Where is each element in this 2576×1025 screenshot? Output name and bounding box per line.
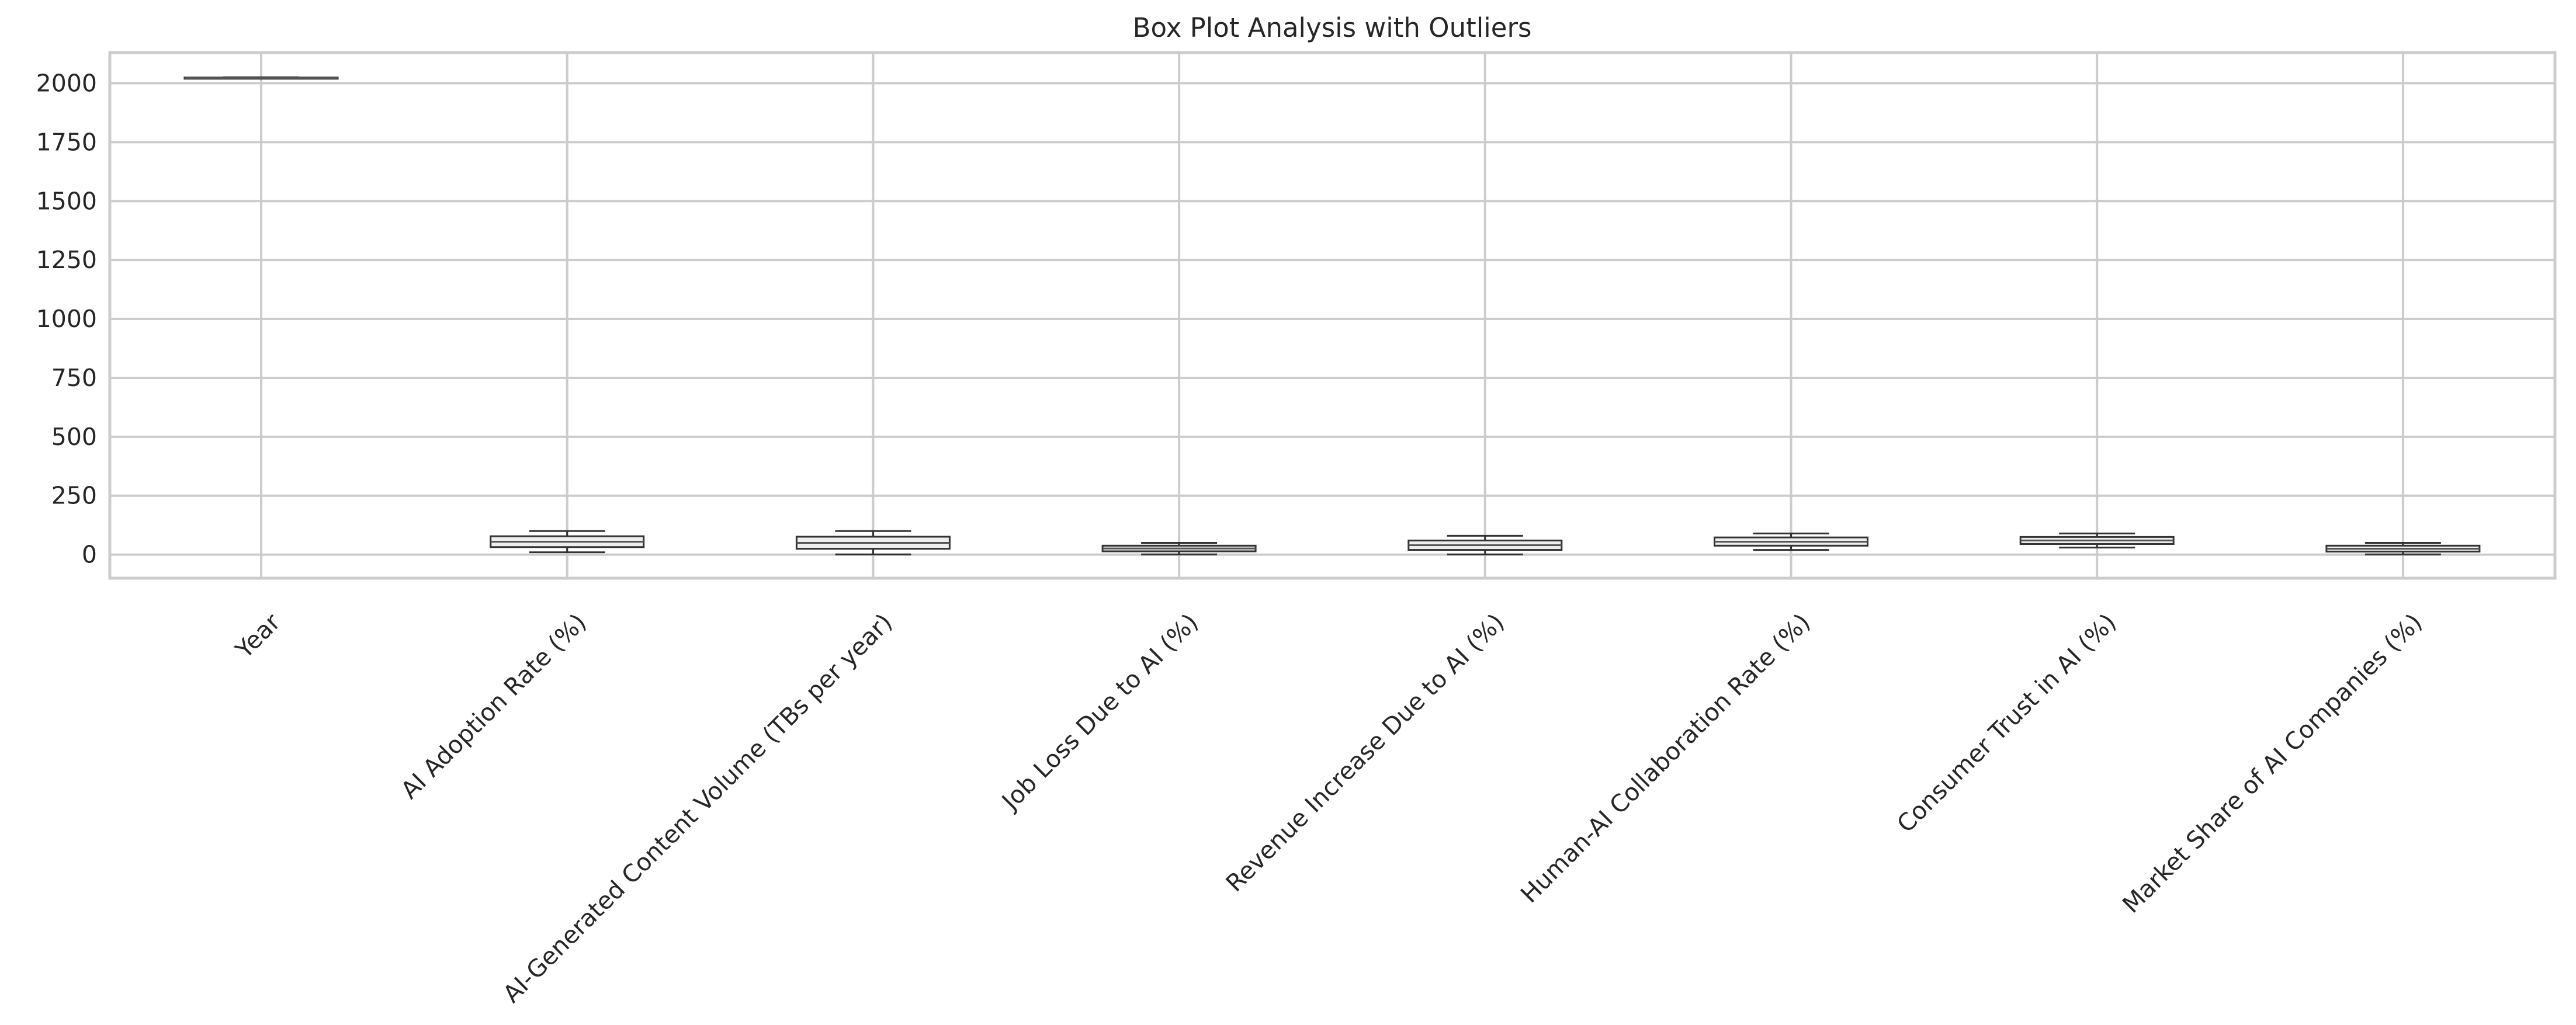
box-1 (490, 530, 645, 554)
y-tick-label: 250 (51, 482, 97, 510)
box-series (183, 76, 2481, 555)
y-tick-label: 1750 (36, 128, 97, 156)
box-7 (2325, 541, 2481, 555)
x-tick-label: AI Adoption Rate (%) (396, 608, 592, 804)
x-tick-label: Job Loss Due to AI (%) (996, 608, 1204, 816)
plot-area-frame (108, 51, 2557, 580)
grid-lines (110, 53, 2555, 578)
y-tick-label: 750 (51, 364, 97, 392)
y-tick-label: 500 (51, 423, 97, 451)
box-5 (1714, 532, 1868, 551)
x-tick-label: Consumer Trust in AI (%) (1891, 608, 2121, 838)
chart-title: Box Plot Analysis with Outliers (1133, 12, 1532, 43)
x-tick-label: Revenue Increase Due to AI (%) (1221, 608, 1510, 897)
x-axis-tick-labels: Year AI Adoption Rate (%)AI-Generated Con… (230, 608, 2428, 1008)
x-tick-label: AI-Generated Content Volume (TBs per yea… (497, 608, 897, 1008)
y-tick-label: 1000 (36, 305, 97, 333)
y-tick-label: 2000 (36, 69, 97, 97)
box-4 (1407, 534, 1563, 555)
x-tick-label: Market Share of AI Companies (%) (2117, 608, 2428, 919)
box-0 (183, 76, 339, 80)
y-tick-label: 0 (82, 541, 97, 569)
box-2 (795, 530, 951, 555)
box-3 (1101, 541, 1257, 555)
y-tick-label: 1250 (36, 246, 97, 274)
box-6 (2019, 532, 2175, 549)
x-tick-label: Year (230, 608, 286, 664)
x-tick-label: Human-AI Collaboration Rate (%) (1515, 608, 1815, 908)
y-axis-tick-labels: 0 250 500 750 1000 1250 1500 1750 2000 (36, 69, 97, 568)
y-tick-label: 1500 (36, 187, 97, 215)
